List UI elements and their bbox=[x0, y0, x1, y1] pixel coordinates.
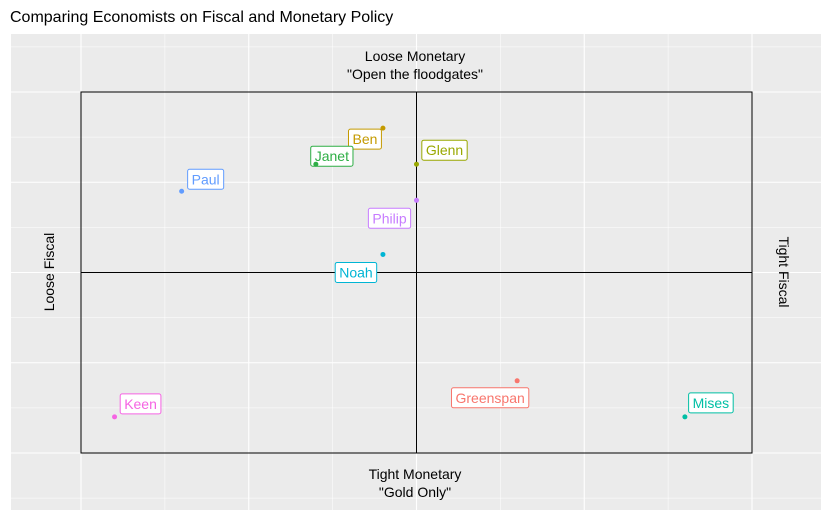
data-point-mises bbox=[682, 414, 688, 420]
data-point-paul bbox=[179, 188, 185, 194]
data-point-noah bbox=[380, 251, 386, 257]
point-label-mises: Mises bbox=[693, 395, 730, 411]
data-point-glenn bbox=[414, 161, 419, 167]
data-point-janet bbox=[313, 161, 319, 167]
data-point-philip bbox=[414, 197, 419, 203]
right-axis-label: Tight Fiscal bbox=[776, 236, 792, 307]
point-label-noah: Noah bbox=[339, 264, 372, 280]
point-label-janet: Janet bbox=[315, 148, 349, 164]
point-label-box-ben bbox=[347, 128, 382, 150]
bottom-label-line1: Tight Monetary bbox=[369, 466, 462, 482]
point-label-philip: Philip bbox=[372, 210, 406, 226]
point-label-ben: Ben bbox=[352, 131, 377, 147]
plot-panel: Loose Monetary "Open the floodgates" Tig… bbox=[11, 34, 821, 510]
bottom-label-line2: "Gold Only" bbox=[379, 484, 451, 500]
point-label-box-keen bbox=[119, 393, 162, 415]
point-label-greenspan: Greenspan bbox=[456, 390, 525, 406]
point-label-box-glenn bbox=[421, 139, 468, 161]
point-label-paul: Paul bbox=[192, 171, 220, 187]
data-point-keen bbox=[112, 414, 118, 420]
top-label-line1: Loose Monetary bbox=[365, 48, 465, 64]
point-label-box-mises bbox=[688, 392, 734, 414]
left-axis-label: Loose Fiscal bbox=[41, 233, 57, 312]
top-label-line2: "Open the floodgates" bbox=[347, 66, 483, 82]
point-label-box-philip bbox=[367, 207, 412, 229]
data-point-ben bbox=[380, 125, 386, 131]
chart-title: Comparing Economists on Fiscal and Monet… bbox=[10, 9, 393, 26]
point-label-keen: Keen bbox=[124, 396, 157, 412]
point-label-box-greenspan bbox=[451, 387, 530, 409]
point-label-box-janet bbox=[310, 145, 354, 167]
point-label-box-paul bbox=[187, 168, 225, 190]
data-point-greenspan bbox=[514, 378, 520, 384]
point-label-glenn: Glenn bbox=[426, 142, 463, 158]
point-label-box-noah bbox=[334, 261, 378, 283]
